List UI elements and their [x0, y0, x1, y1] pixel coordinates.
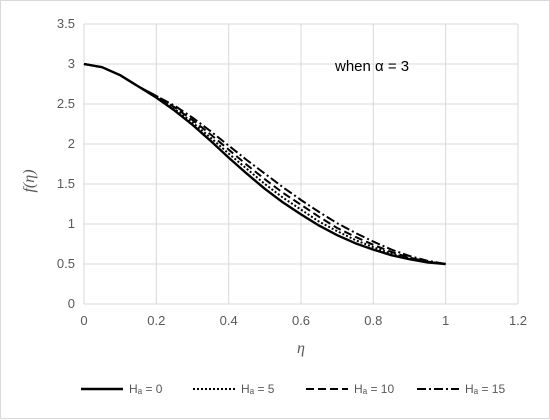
series-line-2: [83, 63, 446, 265]
y-tick-label: 1.5: [57, 176, 75, 191]
x-tick-label: 1.2: [509, 313, 527, 328]
x-tick-label: 1: [442, 313, 449, 328]
y-tick-label: 2: [68, 136, 75, 151]
series-line-0: [83, 62, 446, 266]
y-tick-label: 1: [68, 216, 75, 231]
x-tick-label: 0: [80, 313, 87, 328]
legend-label-3: Hₐ = 15: [465, 382, 505, 396]
series-line-1: [83, 63, 446, 265]
legend-label-2: Hₐ = 10: [354, 382, 394, 396]
annotation: when α = 3: [334, 58, 409, 75]
x-tick-label: 0.4: [220, 313, 238, 328]
x-axis-title: η: [297, 340, 305, 357]
y-tick-label: 0: [68, 296, 75, 311]
legend-label-0: Hₐ = 0: [129, 382, 163, 396]
series-lines: [83, 62, 446, 266]
x-tick-label: 0.6: [292, 313, 310, 328]
y-tick-label: 3: [68, 56, 75, 71]
x-tick-label: 0.2: [147, 313, 165, 328]
y-tick-label: 0.5: [57, 256, 75, 271]
series-line-3: [83, 63, 446, 265]
legend: Hₐ = 0 Hₐ = 5 Hₐ = 10 Hₐ = 15: [81, 382, 505, 396]
legend-label-1: Hₐ = 5: [241, 382, 275, 396]
y-tick-label: 3.5: [57, 16, 75, 31]
x-tick-label: 0.8: [364, 313, 382, 328]
y-tick-label: 2.5: [57, 96, 75, 111]
tick-labels: 0 0.5 1 1.5 2 2.5 3 3.5 0 0.2 0.4 0.6 0.8 1 1.2: [57, 16, 527, 328]
y-axis-title: f(η): [21, 169, 38, 192]
grid-lines: [83, 23, 519, 305]
